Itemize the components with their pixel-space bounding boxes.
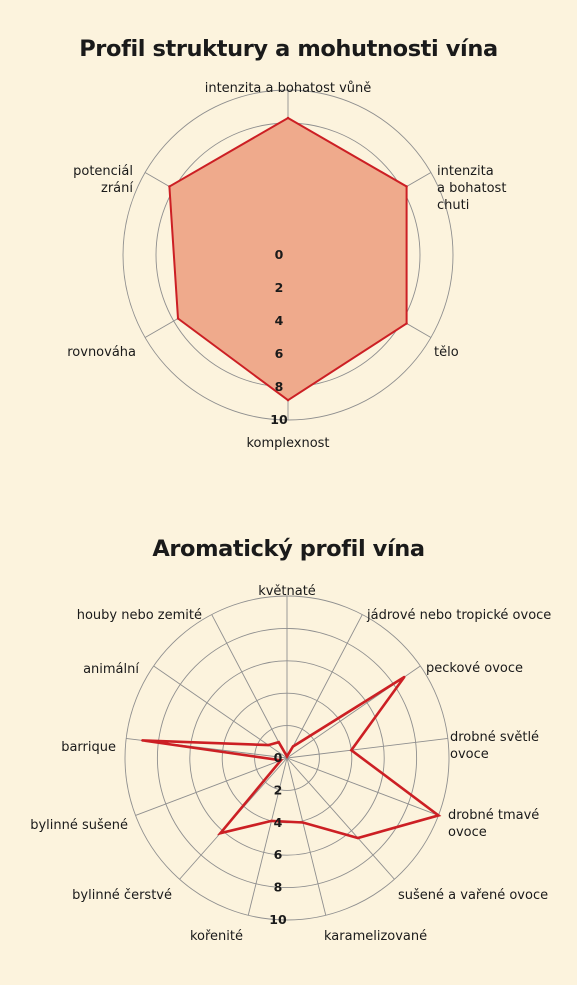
axis-label-line: kořenité (190, 929, 243, 944)
axis-label: květnaté (258, 584, 316, 599)
data-point (168, 185, 171, 188)
data-point (286, 116, 290, 120)
tick-label: 8 (275, 379, 284, 394)
tick-label: 8 (274, 880, 283, 895)
axis-label: animální (83, 662, 139, 677)
data-point (285, 755, 289, 758)
data-point (176, 317, 180, 320)
tick-label: 2 (274, 782, 283, 797)
data-point (403, 675, 406, 679)
data-point (405, 185, 408, 188)
grid-spoke (153, 665, 288, 759)
axis-label-line: drobné tmavé (448, 808, 539, 823)
axis-label-line: bylinné čerstvé (72, 888, 172, 903)
axis-label: peckové ovoce (426, 661, 523, 676)
data-point (405, 322, 408, 325)
grid-spoke (286, 757, 327, 916)
axis-label: houby nebo zemité (77, 608, 202, 623)
axis-label-line: intenzita (437, 164, 494, 179)
tick-label: 4 (274, 815, 283, 830)
tick-label: 0 (274, 750, 283, 765)
tick-label: 2 (275, 280, 284, 295)
chart-title-aroma: Aromatický profil vína (152, 536, 425, 562)
axis-label-line: jádrové nebo tropické ovoce (366, 608, 551, 623)
data-point (350, 749, 353, 752)
data-point (270, 819, 273, 823)
grid-spoke (286, 757, 439, 816)
grid-spoke (286, 614, 363, 759)
grid-spoke (211, 614, 288, 759)
tick-label: 4 (275, 313, 284, 328)
series-line (142, 675, 442, 840)
data-point (356, 836, 360, 840)
axis-label-line: bylinné sušené (30, 818, 128, 833)
axis-label-line: chuti (437, 198, 469, 213)
axis-label-line: drobné světlé (450, 730, 539, 745)
radar-chart-1: 0 2 4 6 8 10 intenzita a bohatost vůně intenzit… (67, 81, 506, 451)
data-point (286, 399, 290, 402)
axis-label: karamelizované (324, 929, 427, 944)
data-point (267, 743, 270, 747)
axis-label-line: houby nebo zemité (77, 608, 202, 623)
axis-label: drobné světlé ovoce (450, 730, 539, 762)
tick-label: 6 (275, 346, 284, 361)
data-point (301, 821, 305, 824)
axis-label: jádrové nebo tropické ovoce (366, 608, 551, 623)
axis-label: tělo (434, 345, 459, 360)
axis-label-line: sušené a vařené ovoce (398, 888, 548, 903)
axis-label: sušené a vařené ovoce (398, 888, 548, 903)
axis-label: bylinné sušené (30, 818, 128, 833)
tick-label: 10 (270, 412, 288, 427)
data-point (141, 739, 144, 742)
axis-label: barrique (61, 740, 116, 755)
axis-label-line: květnaté (258, 584, 316, 599)
chart-title-structure: Profil struktury a mohutnosti vína (79, 36, 498, 62)
data-point (291, 745, 295, 748)
axis-label: komplexnost (246, 436, 329, 451)
axis-label: potenciál zrání (73, 164, 133, 196)
axis-label: drobné tmavé ovoce (448, 808, 539, 840)
data-point (219, 832, 222, 835)
axis-label-line: peckové ovoce (426, 661, 523, 676)
axis-label-line: a bohatost (437, 181, 506, 196)
axis-label: bylinné čerstvé (72, 888, 172, 903)
axis-label-line: animální (83, 662, 139, 677)
grid-spoke (286, 738, 448, 759)
axis-label-line: potenciál (73, 164, 133, 179)
axis-label: kořenité (190, 929, 243, 944)
axis-label-line: karamelizované (324, 929, 427, 944)
tick-label: 0 (275, 247, 284, 262)
axis-label: intenzita a bohatost vůně (205, 81, 372, 96)
grid-spoke (247, 757, 288, 916)
tick-label: 10 (269, 912, 287, 927)
radar-chart-2: 0 2 4 6 8 10 květnaté jádrové nebo tropické ovo… (30, 584, 551, 944)
axis-label: intenzita a bohatost chuti (437, 164, 506, 213)
grid-spoke (135, 757, 288, 816)
axis-label-line: tělo (434, 345, 459, 360)
axis-label-line: ovoce (450, 747, 489, 762)
axis-label-line: intenzita a bohatost vůně (205, 81, 372, 96)
axis-label-line: rovnováha (67, 345, 136, 360)
tick-label: 6 (274, 847, 283, 862)
axis-label-line: barrique (61, 740, 116, 755)
data-point (437, 814, 440, 817)
data-point (277, 741, 280, 744)
grid-spoke (286, 757, 395, 880)
axis-label-line: komplexnost (246, 436, 329, 451)
axis-label-line: ovoce (448, 825, 487, 840)
data-point (279, 759, 283, 762)
axis-label-line: zrání (101, 181, 133, 196)
axis-label: rovnováha (67, 345, 136, 360)
